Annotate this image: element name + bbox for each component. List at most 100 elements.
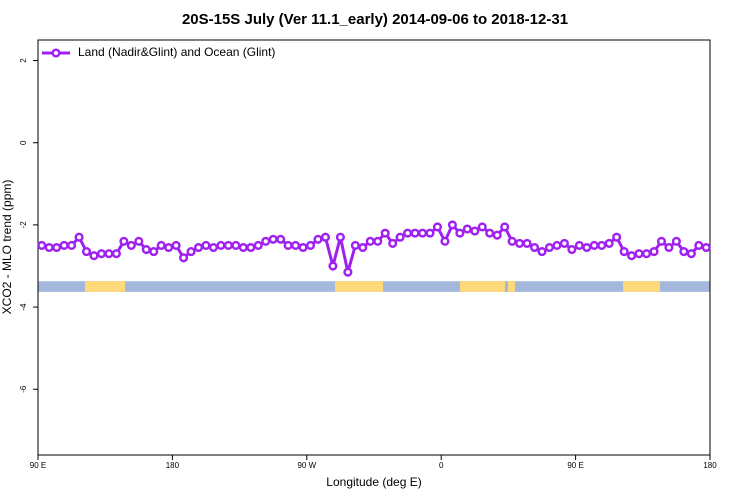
chart-title: 20S-15S July (Ver 11.1_early) 2014-09-06… bbox=[182, 11, 568, 28]
data-point bbox=[544, 242, 555, 253]
x-tick-label: 90 E bbox=[30, 461, 46, 470]
data-point bbox=[455, 228, 465, 238]
data-point bbox=[679, 247, 689, 257]
data-point bbox=[343, 267, 353, 277]
data-point bbox=[410, 228, 420, 238]
data-point bbox=[201, 240, 211, 250]
data-point bbox=[425, 228, 435, 238]
x-tick-label: 180 bbox=[703, 461, 717, 470]
data-point bbox=[313, 234, 323, 244]
data-point bbox=[388, 238, 398, 248]
data-point bbox=[589, 240, 599, 250]
data-point bbox=[104, 249, 114, 259]
data-point bbox=[358, 242, 368, 253]
data-point bbox=[193, 242, 204, 253]
land-segment bbox=[507, 281, 515, 292]
data-point bbox=[529, 242, 540, 253]
data-point bbox=[320, 232, 331, 242]
data-point bbox=[179, 253, 189, 263]
data-point bbox=[649, 247, 659, 257]
data-point bbox=[44, 242, 54, 253]
data-point bbox=[253, 240, 263, 250]
x-tick-label: 90 W bbox=[297, 461, 316, 470]
data-point bbox=[537, 247, 547, 257]
data-point bbox=[492, 230, 502, 240]
y-tick-label: -6 bbox=[19, 385, 28, 393]
data-point bbox=[701, 242, 711, 253]
data-point bbox=[149, 247, 159, 257]
data-point bbox=[627, 251, 637, 261]
data-point bbox=[81, 247, 92, 257]
data-point bbox=[238, 242, 248, 253]
data-point bbox=[559, 238, 569, 248]
data-point bbox=[96, 249, 107, 259]
data-point bbox=[134, 236, 144, 246]
data-point bbox=[462, 224, 472, 234]
data-point bbox=[477, 222, 487, 232]
x-tick-label: 90 E bbox=[567, 461, 583, 470]
data-point bbox=[268, 234, 278, 244]
data-point bbox=[52, 242, 62, 253]
data-point bbox=[432, 222, 443, 232]
data-point bbox=[283, 240, 293, 250]
data-point bbox=[328, 261, 338, 271]
data-point bbox=[634, 249, 644, 259]
data-point bbox=[373, 236, 383, 246]
data-point bbox=[552, 240, 562, 250]
data-point bbox=[656, 236, 667, 246]
data-point bbox=[298, 242, 308, 253]
land-segment bbox=[85, 281, 126, 292]
data-point bbox=[216, 240, 226, 250]
data-point bbox=[305, 240, 316, 250]
data-point bbox=[156, 240, 166, 250]
data-point bbox=[619, 247, 629, 257]
data-point bbox=[447, 220, 457, 230]
data-point bbox=[567, 245, 577, 255]
data-point bbox=[37, 240, 47, 250]
data-point bbox=[246, 242, 256, 253]
data-point bbox=[470, 226, 480, 236]
data-point bbox=[604, 238, 614, 248]
data-point bbox=[671, 236, 681, 246]
data-point bbox=[186, 247, 196, 257]
y-tick-label: -2 bbox=[19, 221, 28, 229]
data-point bbox=[597, 240, 607, 250]
data-point bbox=[694, 240, 704, 250]
data-point bbox=[612, 232, 622, 242]
data-point bbox=[171, 240, 181, 250]
data-point bbox=[380, 228, 390, 238]
data-point bbox=[574, 240, 584, 250]
data-point bbox=[59, 240, 69, 250]
land-segment bbox=[460, 281, 505, 292]
data-point bbox=[440, 236, 450, 246]
data-point bbox=[500, 222, 510, 232]
data-point bbox=[67, 240, 77, 250]
data-point bbox=[522, 238, 532, 248]
data-point bbox=[208, 242, 219, 253]
legend-label: Land (Nadir&Glint) and Ocean (Glint) bbox=[78, 45, 275, 59]
data-point bbox=[126, 240, 136, 250]
data-point bbox=[417, 228, 428, 238]
data-point bbox=[164, 242, 174, 253]
x-axis-label: Longitude (deg E) bbox=[326, 475, 421, 489]
data-point bbox=[403, 228, 413, 238]
data-point bbox=[119, 236, 129, 246]
data-point bbox=[507, 236, 517, 246]
data-point bbox=[485, 228, 495, 238]
legend-marker bbox=[51, 48, 61, 58]
data-point bbox=[231, 240, 241, 250]
land-segment bbox=[623, 281, 660, 292]
data-point bbox=[74, 232, 84, 242]
data-line bbox=[41, 222, 707, 273]
data-point bbox=[641, 249, 652, 259]
data-point bbox=[141, 245, 151, 255]
data-point bbox=[582, 242, 592, 253]
y-axis-label: XCO2 - MLO trend (ppm) bbox=[0, 180, 14, 315]
data-point bbox=[291, 240, 301, 250]
data-point bbox=[89, 251, 99, 261]
y-tick-label: 0 bbox=[19, 140, 28, 145]
data-point bbox=[223, 240, 233, 250]
x-tick-label: 180 bbox=[166, 461, 180, 470]
data-point bbox=[350, 240, 360, 250]
